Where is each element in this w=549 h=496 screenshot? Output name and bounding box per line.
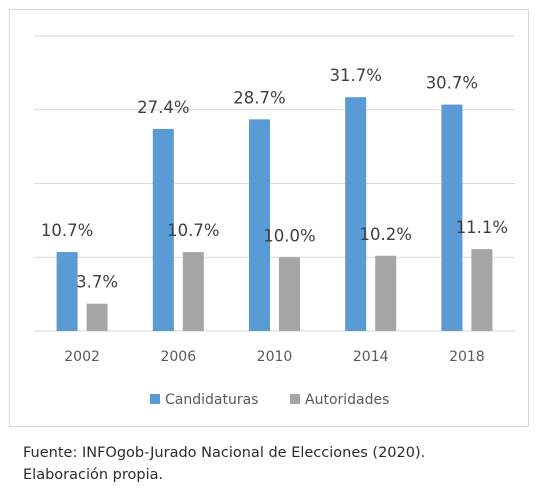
x-axis-tick-labels: 2002 2006 2010 2014 2018 [64,349,484,365]
x-tick-label: 2014 [353,349,389,365]
data-labels: 10.7% 27.4% 28.7% 31.7% 30.7% 3.7% 10.7% 10.0% 1… [41,66,508,292]
legend-label-autoridades: Autoridades [305,392,389,408]
legend-label-candidaturas: Candidaturas [165,392,258,408]
x-tick-label: 2018 [449,349,485,365]
legend-swatch-candidaturas [150,394,160,404]
data-label: 30.7% [426,74,478,93]
x-tick-label: 2006 [160,349,196,365]
bar-autoridades [279,257,300,331]
legend: Candidaturas Autoridades [150,392,389,408]
source-note: Fuente: INFOgob-Jurado Nacional de Elecc… [23,442,533,486]
bar-candidaturas [345,97,367,332]
bar-autoridades [375,255,397,331]
data-label: 11.1% [456,218,508,237]
bar-chart: 10.7% 27.4% 28.7% 31.7% 30.7% 3.7% 10.7% 10.0% 1… [34,35,515,408]
bar-autoridades [86,303,108,331]
data-label: 10.2% [359,225,411,244]
legend-swatch-autoridades [290,394,300,404]
credit-line: Elaboración propia. [23,467,164,483]
data-label: 27.4% [137,98,189,117]
chart-frame: 10.7% 27.4% 28.7% 31.7% 30.7% 3.7% 10.7% 10.0% 1… [9,9,529,427]
data-label: 28.7% [233,88,285,107]
source-line: Fuente: INFOgob-Jurado Nacional de Elecc… [23,445,426,461]
bar-candidaturas [152,128,174,331]
bar-candidaturas [249,119,270,332]
bar-autoridades [471,249,493,331]
bar-candidaturas [56,252,78,331]
data-label: 31.7% [329,66,381,85]
data-label: 10.7% [167,221,219,240]
x-tick-label: 2010 [257,349,293,365]
bar-candidaturas [441,104,463,332]
bar-autoridades [182,252,204,331]
bars [56,97,493,332]
data-label: 3.7% [76,273,118,292]
data-label: 10.7% [41,221,93,240]
x-tick-label: 2002 [64,349,100,365]
data-label: 10.0% [263,226,315,245]
gridlines [34,35,515,332]
